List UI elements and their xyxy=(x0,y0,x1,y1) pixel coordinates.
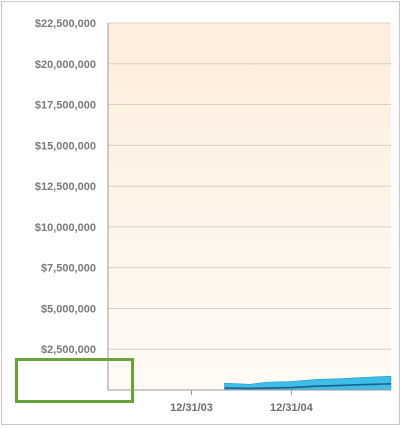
y-tick-label: $22,500,000 xyxy=(35,18,96,30)
y-axis-ticks: $2,500,000 $5,000,000 $7,500,000 $10,000,00… xyxy=(35,18,96,356)
y-tick-label: $5,000,000 xyxy=(41,303,96,315)
y-tick-label: $20,000,000 xyxy=(35,59,96,71)
x-axis-ticks: 12/31/03 12/31/04 xyxy=(170,390,314,414)
highlight-box xyxy=(15,358,134,403)
y-tick-label: $10,000,000 xyxy=(35,222,96,234)
x-tick-label: 12/31/04 xyxy=(270,402,314,414)
y-tick-label: $7,500,000 xyxy=(41,263,96,275)
plot-background xyxy=(108,23,391,390)
x-tick-label: 12/31/03 xyxy=(170,402,213,414)
y-tick-label: $12,500,000 xyxy=(35,181,96,193)
grid-lines xyxy=(108,22,391,350)
series-line xyxy=(224,383,392,390)
y-tick-label: $17,500,000 xyxy=(35,100,96,112)
y-tick-label: $15,000,000 xyxy=(35,140,96,152)
y-tick-label: $2,500,000 xyxy=(41,344,96,356)
